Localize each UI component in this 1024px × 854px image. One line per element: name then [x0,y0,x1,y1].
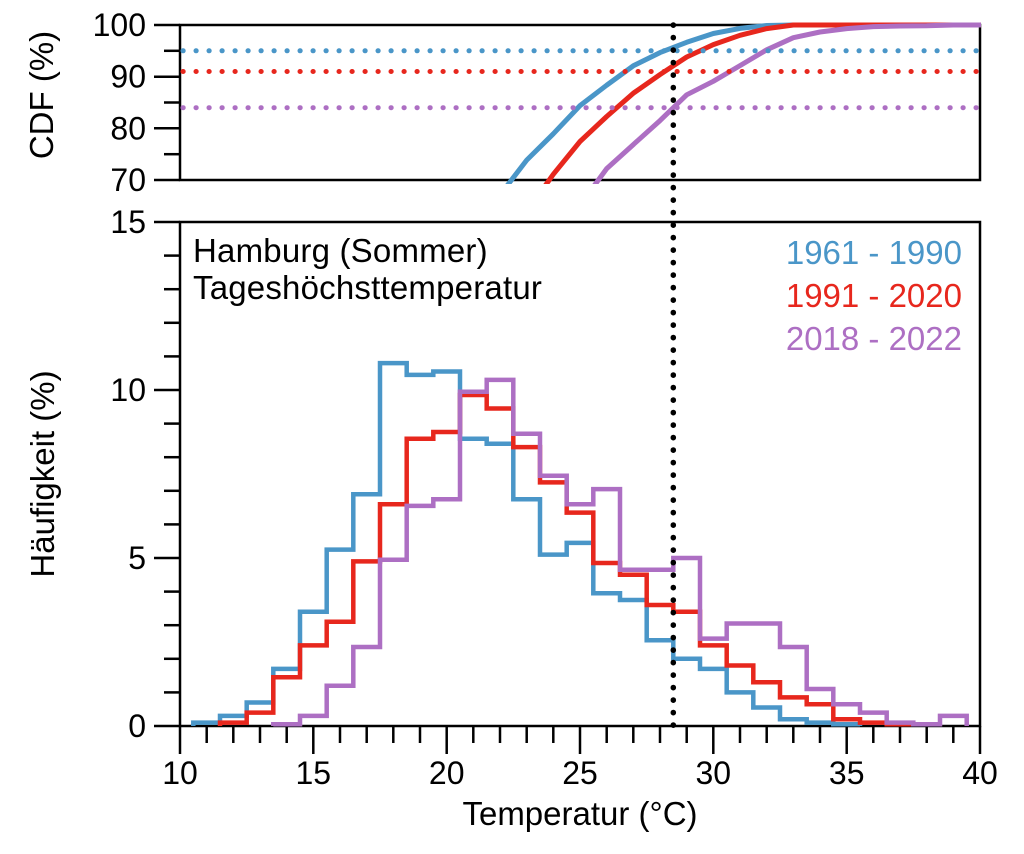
hist-y-tick-label: 0 [128,708,146,744]
hist-y-tick-label: 15 [110,204,146,240]
cdf-y-tick-label: 100 [93,7,146,43]
hist-y-tick-label: 5 [128,540,146,576]
x-tick-label: 15 [296,755,332,791]
x-tick-label: 10 [162,755,198,791]
axis-ticks [154,23,982,754]
cdf-curves [505,22,981,184]
hist-y-tick-label: 10 [110,372,146,408]
cdf-y-axis-label: CDF (%) [23,30,60,160]
cdf-reference-lines [180,48,980,111]
x-tick-label: 35 [829,755,865,791]
x-tick-label: 20 [429,755,465,791]
cdf-curve-2 [592,22,981,184]
annotation-location: Hamburg (Sommer) [193,232,488,269]
hist-y-axis-label: Häufigkeit (%) [24,370,61,578]
cdf-y-tick-label: 70 [110,162,146,198]
tick-labels: 10 15 20 25 30 35 40 0 5 10 15 70 80 90 100 [93,7,998,791]
x-tick-label: 30 [696,755,732,791]
histogram-2 [271,377,969,727]
legend-entry-1961-1990: 1961 - 1990 [785,234,962,271]
histogram-0 [191,360,863,727]
legend-entry-1991-2020: 1991 - 2020 [785,277,962,314]
histogram-1 [217,392,916,727]
histograms [191,360,969,727]
x-tick-label: 25 [562,755,598,791]
legend-entry-2018-2022: 2018 - 2022 [785,320,962,357]
cdf-y-tick-label: 80 [110,110,146,146]
x-tick-label: 40 [962,755,998,791]
cdf-y-tick-label: 90 [110,59,146,95]
x-axis-label: Temperatur (°C) [462,795,698,832]
cdf-curve-1 [543,22,981,184]
annotation-variable: Tageshöchsttemperatur [193,269,543,306]
